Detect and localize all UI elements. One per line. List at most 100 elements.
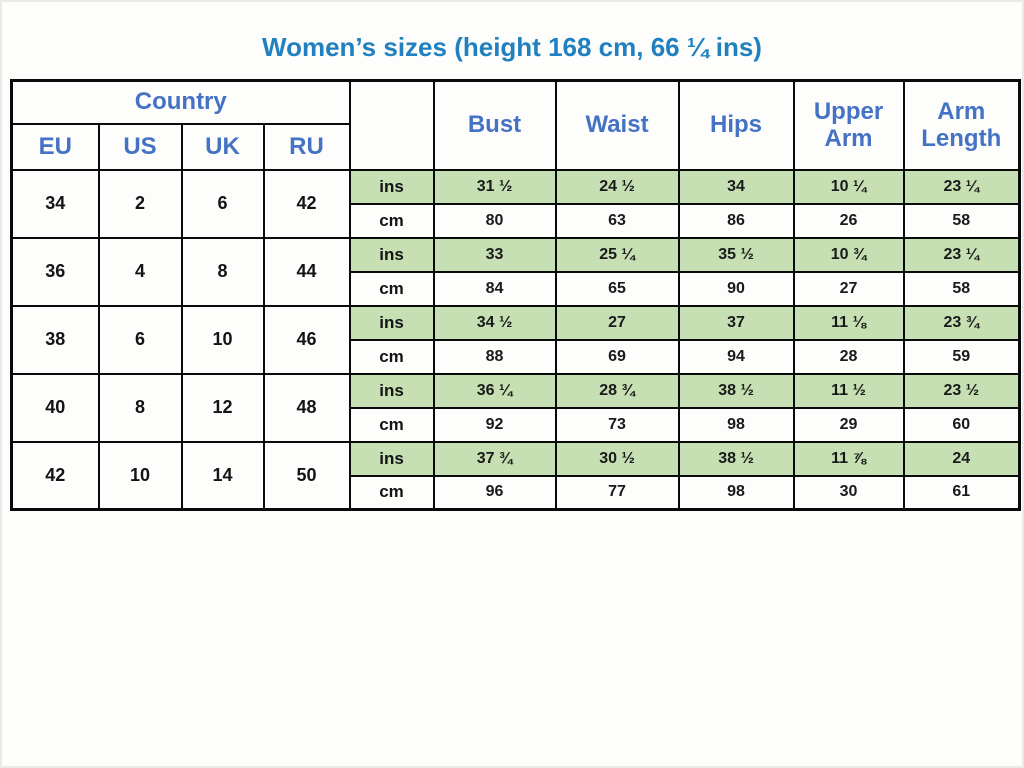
measurement-value-cm: 61 (902, 474, 1021, 511)
measurement-value-cm: 58 (902, 270, 1021, 307)
measurement-value-ins: 28 ¾ (554, 372, 680, 409)
measurement-value-cm: 60 (902, 406, 1021, 443)
unit-label-ins: ins (348, 168, 435, 205)
measurement-value-ins: 23 ¾ (902, 304, 1021, 341)
size-cell-ru: 50 (262, 440, 351, 511)
measurement-value-cm: 90 (677, 270, 795, 307)
unit-label-cm: cm (348, 474, 435, 511)
measurement-value-cm: 69 (554, 338, 680, 375)
size-cell-ru: 44 (262, 236, 351, 307)
ins-row: 38 6 10 46 ins 34 ½ 27 37 11 ⅛ 23 ¾ (10, 304, 1021, 375)
measurement-value-ins: 10 ¼ (792, 168, 905, 205)
measurement-value-cm: 63 (554, 202, 680, 239)
unit-label-cm: cm (348, 270, 435, 307)
col-header-ru: RU (262, 122, 351, 171)
unit-label-cm: cm (348, 202, 435, 239)
size-cell-uk: 8 (180, 236, 265, 307)
size-cell-eu: 38 (10, 304, 100, 375)
unit-column-header (348, 79, 435, 171)
measurement-value-cm: 88 (432, 338, 557, 375)
measurement-value-cm: 98 (677, 474, 795, 511)
measurement-value-ins: 23 ¼ (902, 168, 1021, 205)
measurement-value-cm: 77 (554, 474, 680, 511)
size-cell-eu: 36 (10, 236, 100, 307)
measurement-value-ins: 10 ¾ (792, 236, 905, 273)
cm-row: cm 88 69 94 28 59 (12, 338, 1021, 375)
measurement-value-cm: 98 (677, 406, 795, 443)
cm-row: cm 84 65 90 27 58 (12, 270, 1021, 307)
unit-label-ins: ins (348, 372, 435, 409)
measurement-value-cm: 92 (432, 406, 557, 443)
measurement-value-ins: 11 ⅛ (792, 304, 905, 341)
measurement-value-ins: 37 ¾ (432, 440, 557, 477)
size-cell-ru: 48 (262, 372, 351, 443)
size-cell-eu: 42 (10, 440, 100, 511)
page-title: Women’s sizes (height 168 cm, 66 ¼ ins) (262, 32, 762, 62)
measurement-value-cm: 28 (792, 338, 905, 375)
measurement-value-ins: 27 (554, 304, 680, 341)
measurement-value-cm: 30 (792, 474, 905, 511)
size-cell-uk: 6 (180, 168, 265, 239)
measurement-value-cm: 96 (432, 474, 557, 511)
measurement-value-ins: 24 (902, 440, 1021, 477)
cm-row: cm 92 73 98 29 60 (12, 406, 1021, 443)
col-header-bust: Bust (432, 79, 557, 171)
col-header-us: US (97, 122, 183, 171)
col-header-waist: Waist (554, 79, 680, 171)
ins-row: 40 8 12 48 ins 36 ¼ 28 ¾ 38 ½ 11 ½ 23 ½ (10, 372, 1021, 443)
cm-row: cm 80 63 86 26 58 (12, 202, 1021, 239)
country-group-header: Country (10, 79, 351, 125)
measurement-value-cm: 26 (792, 202, 905, 239)
measurement-value-cm: 29 (792, 406, 905, 443)
measurement-value-ins: 35 ½ (677, 236, 795, 273)
size-cell-ru: 42 (262, 168, 351, 239)
measurement-value-cm: 94 (677, 338, 795, 375)
measurement-value-ins: 38 ½ (677, 372, 795, 409)
measurement-value-cm: 59 (902, 338, 1021, 375)
col-header-upper-arm: Upper Arm (792, 79, 905, 171)
size-cell-us: 4 (97, 236, 183, 307)
size-cell-us: 2 (97, 168, 183, 239)
measurement-value-cm: 65 (554, 270, 680, 307)
measurement-value-ins: 23 ½ (902, 372, 1021, 409)
measurement-value-ins: 11 ½ (792, 372, 905, 409)
unit-label-cm: cm (348, 406, 435, 443)
col-header-uk: UK (180, 122, 265, 171)
measurement-value-ins: 11 ⅞ (792, 440, 905, 477)
col-header-arm-length: Arm Length (902, 79, 1021, 171)
measurement-value-ins: 34 (677, 168, 795, 205)
size-cell-us: 10 (97, 440, 183, 511)
size-cell-ru: 46 (262, 304, 351, 375)
measurement-value-cm: 27 (792, 270, 905, 307)
ins-row: 34 2 6 42 ins 31 ½ 24 ½ 34 10 ¼ 23 ¼ (10, 168, 1021, 239)
unit-label-ins: ins (348, 440, 435, 477)
col-header-eu: EU (10, 122, 100, 171)
measurement-value-cm: 58 (902, 202, 1021, 239)
sizes-table: Country Bust Waist Hips Upper Arm Arm Le… (10, 79, 1021, 511)
size-cell-eu: 34 (10, 168, 100, 239)
measurement-value-ins: 36 ¼ (432, 372, 557, 409)
measurement-value-ins: 33 (432, 236, 557, 273)
size-cell-us: 6 (97, 304, 183, 375)
measurement-value-cm: 86 (677, 202, 795, 239)
ins-row: 42 10 14 50 ins 37 ¾ 30 ½ 38 ½ 11 ⅞ 24 (10, 440, 1021, 511)
measurement-value-cm: 84 (432, 270, 557, 307)
size-cell-eu: 40 (10, 372, 100, 443)
cm-row: cm 96 77 98 30 61 (12, 474, 1021, 511)
measurement-value-ins: 38 ½ (677, 440, 795, 477)
measurement-value-ins: 37 (677, 304, 795, 341)
size-cell-uk: 14 (180, 440, 265, 511)
sizes-table-body: 34 2 6 42 ins 31 ½ 24 ½ 34 10 ¼ 23 ¼ cm 80 63 86 26 58 3… (10, 168, 1021, 511)
unit-label-cm: cm (348, 338, 435, 375)
measurement-value-ins: 31 ½ (432, 168, 557, 205)
measurement-value-ins: 25 ¼ (554, 236, 680, 273)
ins-row: 36 4 8 44 ins 33 25 ¼ 35 ½ 10 ¾ 23 ¼ (10, 236, 1021, 307)
size-cell-uk: 12 (180, 372, 265, 443)
measurement-value-ins: 34 ½ (432, 304, 557, 341)
measurement-value-cm: 73 (554, 406, 680, 443)
size-cell-uk: 10 (180, 304, 265, 375)
unit-label-ins: ins (348, 304, 435, 341)
measurement-value-ins: 24 ½ (554, 168, 680, 205)
unit-label-ins: ins (348, 236, 435, 273)
